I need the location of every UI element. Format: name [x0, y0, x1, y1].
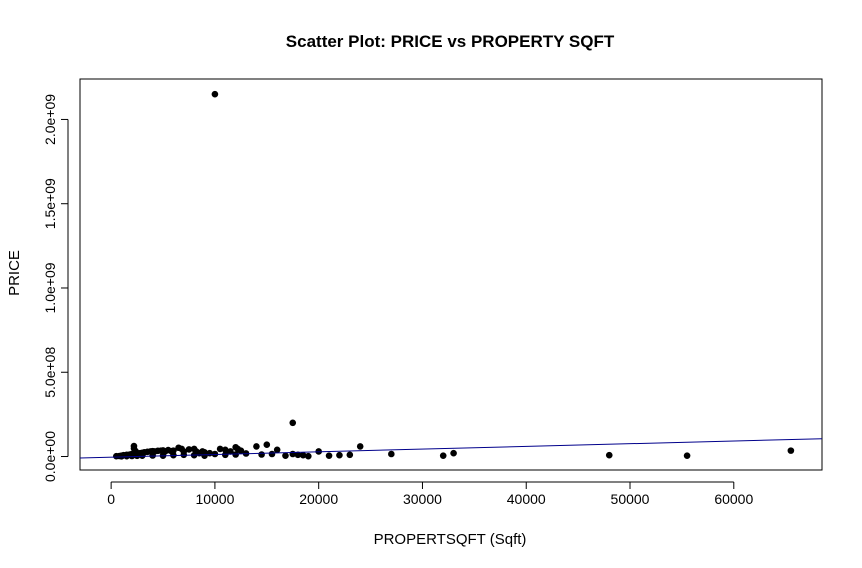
- x-axis: 0 10000 20000 30000 40000 50000 60000: [107, 481, 753, 507]
- y-tick-label: 2.0e+09: [42, 94, 58, 145]
- data-point: [263, 441, 271, 449]
- plot-frame: [79, 78, 823, 471]
- data-point: [294, 451, 302, 459]
- x-tick-label: 50000: [611, 491, 650, 507]
- y-tick-label: 1.0e+09: [42, 262, 58, 313]
- data-point: [388, 450, 395, 458]
- y-tick-label: 1.5e+09: [42, 178, 58, 229]
- data-point: [201, 452, 208, 459]
- data-point: [258, 451, 265, 458]
- x-axis-label: PROPERTSQFT (Sqft): [374, 531, 527, 548]
- data-point: [170, 447, 177, 454]
- data-point: [282, 452, 289, 459]
- data-point: [211, 450, 219, 458]
- data-point: [683, 452, 691, 459]
- data-point: [216, 445, 224, 453]
- data-point: [299, 451, 307, 459]
- data-point: [273, 446, 281, 454]
- y-axis: 0.0e+00 5.0e+08 1.0e+09 1.5e+09 2.0e+09: [42, 94, 69, 482]
- x-tick-label: 60000: [714, 491, 753, 507]
- regression-line: [79, 438, 823, 459]
- data-point: [268, 450, 276, 458]
- data-point: [123, 452, 130, 460]
- data-point: [237, 447, 245, 454]
- data-point: [149, 452, 156, 459]
- data-point: [450, 449, 457, 457]
- x-tick-label: 0: [107, 491, 115, 507]
- data-point: [211, 90, 219, 98]
- data-point: [787, 447, 795, 454]
- data-point: [232, 451, 239, 458]
- regression-line-group: [79, 438, 823, 459]
- x-tick-label: 10000: [195, 491, 234, 507]
- data-point: [605, 451, 613, 459]
- data-point: [133, 452, 141, 460]
- data-points: [113, 90, 795, 460]
- x-tick-label: 30000: [403, 491, 442, 507]
- data-point: [227, 448, 234, 455]
- x-tick-label: 20000: [299, 491, 338, 507]
- data-point: [221, 451, 229, 459]
- data-point: [128, 452, 136, 460]
- data-point: [118, 453, 125, 460]
- data-point: [185, 446, 193, 453]
- data-point: [221, 446, 229, 454]
- y-axis-label: PRICE: [6, 250, 23, 296]
- data-point: [325, 452, 333, 459]
- data-point: [336, 451, 343, 459]
- data-point: [346, 451, 354, 459]
- data-point: [305, 452, 312, 460]
- y-tick-label: 5.0e+08: [42, 347, 58, 398]
- data-point: [138, 452, 146, 459]
- data-point: [289, 419, 297, 427]
- data-point: [253, 443, 260, 450]
- data-point: [356, 443, 364, 450]
- x-tick-label: 40000: [507, 491, 546, 507]
- data-point: [439, 452, 447, 459]
- y-tick-label: 0.0e+00: [42, 431, 58, 482]
- chart-title: Scatter Plot: PRICE vs PROPERTY SQFT: [286, 32, 615, 51]
